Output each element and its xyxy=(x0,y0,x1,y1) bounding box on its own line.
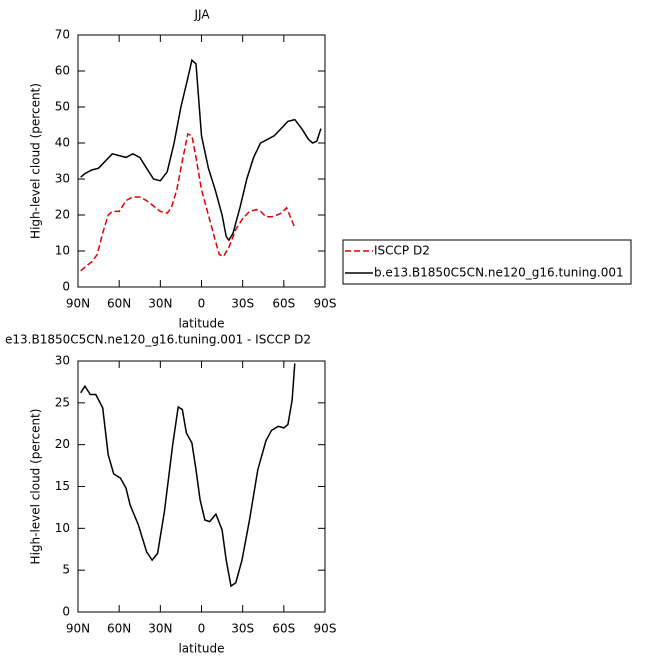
y-axis-label: High-level cloud (percent) xyxy=(29,83,43,239)
x-tick-label: 90N xyxy=(66,622,90,636)
x-tick-label: 0 xyxy=(198,297,206,311)
y-tick-label: 30 xyxy=(55,354,70,368)
y-tick-label: 25 xyxy=(55,395,70,409)
y-tick-label: 5 xyxy=(62,563,70,577)
legend-box xyxy=(342,239,632,285)
y-tick-label: 0 xyxy=(62,605,70,619)
x-tick-label: 90S xyxy=(314,297,337,311)
chart-title: e13.B1850C5CN.ne120_g16.tuning.001 - ISC… xyxy=(5,333,311,347)
x-tick-label: 60S xyxy=(272,622,295,636)
y-tick-label: 50 xyxy=(55,100,70,114)
y-tick-label: 10 xyxy=(55,521,70,535)
y-tick-label: 40 xyxy=(55,136,70,150)
y-tick-label: 60 xyxy=(55,64,70,78)
x-tick-label: 30N xyxy=(148,622,172,636)
x-tick-label: 60N xyxy=(107,297,131,311)
chart-title: JJA xyxy=(193,8,210,22)
legend-label: b.e13.B1850C5CN.ne120_g16.tuning.001 xyxy=(374,266,624,280)
y-tick-label: 10 xyxy=(55,244,70,258)
y-tick-label: 70 xyxy=(55,28,70,42)
plot-frame xyxy=(77,34,326,288)
x-tick-label: 60N xyxy=(107,622,131,636)
x-axis-label: latitude xyxy=(178,642,224,656)
x-tick-label: 30N xyxy=(148,297,172,311)
legend-label: ISCCP D2 xyxy=(374,244,430,258)
y-tick-label: 20 xyxy=(55,208,70,222)
data-line xyxy=(80,363,296,588)
y-tick-label: 15 xyxy=(55,479,70,493)
x-tick-label: 90S xyxy=(314,622,337,636)
x-axis-label: latitude xyxy=(178,317,224,331)
x-tick-label: 30S xyxy=(231,297,254,311)
x-tick-label: 90N xyxy=(66,297,90,311)
x-tick-label: 0 xyxy=(198,622,206,636)
x-tick-label: 30S xyxy=(231,622,254,636)
y-axis-label: High-level cloud (percent) xyxy=(29,409,43,565)
data-line xyxy=(80,58,322,242)
y-tick-label: 0 xyxy=(62,280,70,294)
data-line xyxy=(80,132,296,272)
x-tick-label: 60S xyxy=(272,297,295,311)
y-tick-label: 30 xyxy=(55,172,70,186)
y-tick-label: 20 xyxy=(55,437,70,451)
plot-frame xyxy=(77,360,326,613)
